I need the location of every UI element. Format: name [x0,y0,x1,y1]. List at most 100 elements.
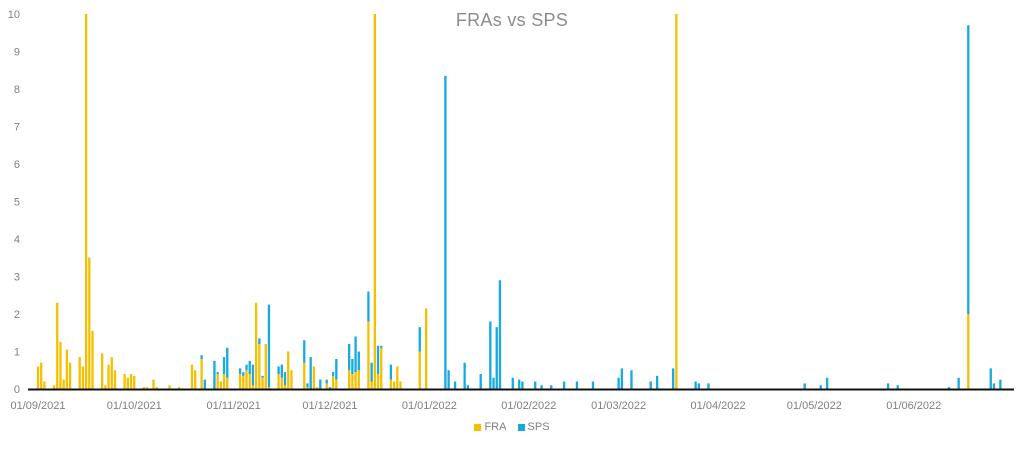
bar-sps [992,383,996,389]
bar-sps [707,383,710,389]
bar-sps [389,364,393,380]
bar-sps [325,379,328,384]
bar-sps [463,362,466,389]
bar-fra [110,357,113,389]
bar-fra [367,321,370,389]
bar-fra [56,302,59,389]
bar-sps [989,368,992,389]
bar-sps [967,25,970,314]
bar-sps [222,357,226,374]
bar-sps [303,340,306,363]
bar-fra [396,366,399,389]
bar-fra [101,353,104,389]
bar-sps [591,381,595,389]
bar-fra [155,387,158,389]
bar-fra [325,383,328,389]
bar-fra [418,351,421,389]
bar-fra [113,370,117,389]
bar-fra [399,381,402,389]
bar-sps [498,280,502,389]
bar-fra [142,387,146,389]
bar-sps [803,383,806,389]
bar-fra [216,374,219,389]
bar-fra [59,342,62,389]
bar-fra [303,362,306,389]
bar-sps [649,381,652,389]
bar-sps [511,377,514,389]
bar-sps [896,385,899,389]
bar-sps [447,370,450,389]
bar-sps [518,379,521,389]
y-tick-label: 4 [14,234,20,246]
bar-sps [280,364,283,378]
legend-swatch-fra [474,423,482,431]
bar-fra [380,347,383,389]
bar-fra [283,385,287,389]
bar-fra [354,372,357,389]
x-tick-label: 01/03/2022 [591,400,646,412]
bar-fra [287,351,290,389]
bar-sps [947,387,951,389]
bar-sps [418,327,421,352]
bar-fra [373,14,376,389]
x-tick-label: 01/09/2021 [10,400,65,412]
bar-sps [380,345,383,348]
bar-sps [335,359,338,380]
bar-fra [306,387,309,389]
legend-swatch-sps [517,423,525,431]
y-tick-label: 6 [14,159,20,171]
x-tick-label: 01/02/2022 [501,400,556,412]
bar-fra [145,387,149,389]
bar-sps [351,359,354,374]
y-tick-label: 0 [14,384,20,396]
bar-sps [479,374,482,389]
bar-fra [43,381,46,389]
bar-fra [123,374,126,389]
bar-sps [819,385,822,389]
bar-fra [248,374,251,389]
bar-fra [357,370,360,389]
bar-fra [84,14,88,389]
bar-sps [306,383,309,388]
bar-fra [238,374,242,389]
bar-fra [65,349,69,389]
bar-sps [562,381,566,389]
bar-fra [315,387,319,389]
bar-fra [78,357,81,389]
x-tick-label: 01/12/2021 [302,400,357,412]
bar-fra [290,370,293,389]
bar-sps [495,327,498,389]
bar-sps [492,377,495,389]
bar-fra [222,374,226,389]
bar-sps [261,375,264,378]
x-tick-label: 01/05/2022 [787,400,842,412]
bar-fra [62,379,65,389]
legend-label-sps: SPS [527,421,550,433]
bar-sps [245,364,248,371]
bar-sps [203,379,206,389]
bar-sps [213,360,216,389]
bar-fra [190,364,194,389]
bar-fra [258,344,261,389]
bar-sps [540,385,543,389]
bar-sps [200,355,203,359]
bar-sps [277,366,280,374]
bar-fra [392,381,396,389]
x-tick-label: 01/01/2022 [402,400,457,412]
bar-sps [489,321,492,389]
bar-sps [534,381,537,389]
bar-sps [251,364,255,386]
bar-fra [277,374,280,389]
bar-fra [254,302,258,389]
legend-label-fra: FRA [484,421,507,433]
bar-sps [957,377,960,389]
bar-sps [376,345,380,374]
bar-sps [466,385,470,389]
bar-sps [319,379,322,389]
y-tick-label: 8 [14,84,20,96]
bar-sps [238,368,242,374]
x-tick-label: 01/06/2022 [886,400,941,412]
bar-sps [825,377,829,389]
bar-sps [630,370,633,389]
